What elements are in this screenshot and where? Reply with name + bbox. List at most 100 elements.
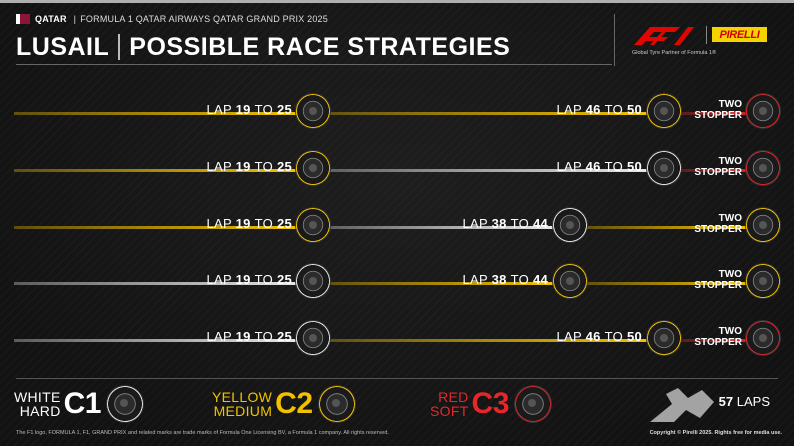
legend-hardness: SOFT (430, 403, 469, 419)
event-label: FORMULA 1 QATAR AIRWAYS QATAR GRAND PRIX… (80, 14, 328, 24)
strategy-row: LAP 19 TO 25 LAP 46 TO 50 TWO STOPPER (0, 90, 794, 130)
lap-to-word: TO (604, 102, 627, 117)
lap-to: 25 (276, 159, 292, 174)
strategy-row: LAP 19 TO 25 LAP 46 TO 50 TWO STOPPER (0, 317, 794, 357)
lap-count: 57 LAPS (719, 394, 770, 409)
stint-1-line (14, 112, 299, 115)
stop-count-label: TWO STOPPER (694, 269, 742, 291)
lap-from: 19 (235, 272, 255, 287)
lap-count-label: LAPS (736, 394, 770, 409)
stint-3-line (681, 339, 750, 342)
lap-to-word: TO (254, 159, 277, 174)
stint-2-line (330, 112, 647, 115)
header-divider: | (73, 14, 77, 24)
stint-1-line (14, 226, 299, 229)
lap-from: 46 (585, 329, 605, 344)
pit-window-label: LAP 46 TO 50 (422, 329, 642, 349)
lap-from: 46 (585, 159, 605, 174)
legend-divider (16, 378, 778, 379)
legend-soft: RED SOFT C3 (430, 384, 551, 424)
lap-to-word: TO (254, 329, 277, 344)
pit-1-tyre-icon (296, 264, 330, 298)
legal-text: The F1 logo, FORMULA 1, F1, GRAND PRIX a… (16, 430, 389, 436)
pit-window-label: LAP 19 TO 25 (72, 102, 292, 122)
lap-from: 46 (585, 102, 605, 117)
legend-compound: C1 (63, 387, 102, 420)
lap-to: 50 (626, 102, 642, 117)
pit-window-label: LAP 38 TO 44 (328, 216, 548, 236)
pit-window-label: LAP 46 TO 50 (422, 159, 642, 179)
pit-window-label: LAP 19 TO 25 (72, 329, 292, 349)
lap-to-word: TO (604, 159, 627, 174)
lap-from: 19 (235, 216, 255, 231)
strategy-row: LAP 19 TO 25 LAP 38 TO 44 TWO STOPPER (0, 260, 794, 300)
pit-1-tyre-icon (296, 151, 330, 185)
stint-1-line (14, 282, 299, 285)
legend-medium-text: YELLOW MEDIUM (212, 390, 272, 418)
race-laps: 57 LAPS (644, 382, 784, 426)
stint-3-line (681, 169, 750, 172)
lap-word: LAP (206, 216, 236, 231)
stint-3-line (681, 112, 750, 115)
pit-1-tyre-icon (296, 94, 330, 128)
lap-to-word: TO (510, 216, 533, 231)
legend-soft-text: RED SOFT (430, 390, 469, 418)
lap-word: LAP (462, 216, 492, 231)
stint-1-line (14, 339, 299, 342)
legend-medium: YELLOW MEDIUM C2 (212, 384, 355, 424)
lap-to: 25 (276, 272, 292, 287)
pit-2-tyre-icon (647, 94, 681, 128)
top-border (0, 0, 794, 3)
final-tyre-icon (746, 321, 780, 355)
lap-to: 25 (276, 329, 292, 344)
lap-word: LAP (462, 272, 492, 287)
pit-2-tyre-icon (647, 321, 681, 355)
lap-to-word: TO (254, 102, 277, 117)
lap-from: 19 (235, 102, 255, 117)
final-tyre-icon (746, 208, 780, 242)
lap-to-word: TO (254, 216, 277, 231)
lap-word: LAP (206, 272, 236, 287)
pirelli-logo: PIRELLI (712, 27, 767, 42)
lap-to: 25 (276, 102, 292, 117)
stint-2-line (330, 169, 647, 172)
lap-to: 25 (276, 216, 292, 231)
pit-window-label: LAP 19 TO 25 (72, 216, 292, 236)
legend-color-word: YELLOW (212, 389, 273, 405)
tyre-hard-icon (106, 386, 143, 422)
lap-to: 44 (532, 216, 548, 231)
title-subject: POSSIBLE RACE STRATEGIES (129, 32, 511, 61)
partner-text: Global Tyre Partner of Formula 1® (632, 50, 717, 56)
lap-from: 19 (235, 159, 255, 174)
stop-count-label: TWO STOPPER (694, 99, 742, 121)
country-label: QATAR (35, 14, 67, 24)
lap-word: LAP (206, 329, 236, 344)
pit-2-tyre-icon (647, 151, 681, 185)
stint-2-line (330, 339, 647, 342)
stint-3-line (587, 282, 750, 285)
page-title: LUSAIL POSSIBLE RACE STRATEGIES (16, 32, 510, 62)
tyre-medium-icon (318, 386, 355, 422)
lap-to: 44 (532, 272, 548, 287)
lap-to-word: TO (604, 329, 627, 344)
strategy-row: LAP 19 TO 25 LAP 38 TO 44 TWO STOPPER (0, 204, 794, 244)
circuit-map-icon (650, 388, 714, 422)
pit-window-label: LAP 46 TO 50 (422, 102, 642, 122)
stop-count-label: TWO STOPPER (694, 156, 742, 178)
f1-logo-icon (634, 27, 694, 45)
pit-window-label: LAP 38 TO 44 (328, 272, 548, 292)
lap-word: LAP (206, 159, 236, 174)
lap-to: 50 (626, 329, 642, 344)
stint-3-line (587, 226, 750, 229)
lap-from: 38 (491, 216, 511, 231)
title-divider (118, 34, 121, 60)
legend-compound: C2 (275, 387, 313, 420)
stint-2-line (330, 226, 553, 229)
stint-1-line (14, 169, 299, 172)
final-tyre-icon (746, 94, 780, 128)
lap-from: 38 (491, 272, 511, 287)
lap-count-number: 57 (718, 394, 734, 409)
legend-color-word: RED (438, 389, 469, 405)
pit-2-tyre-icon (553, 264, 587, 298)
